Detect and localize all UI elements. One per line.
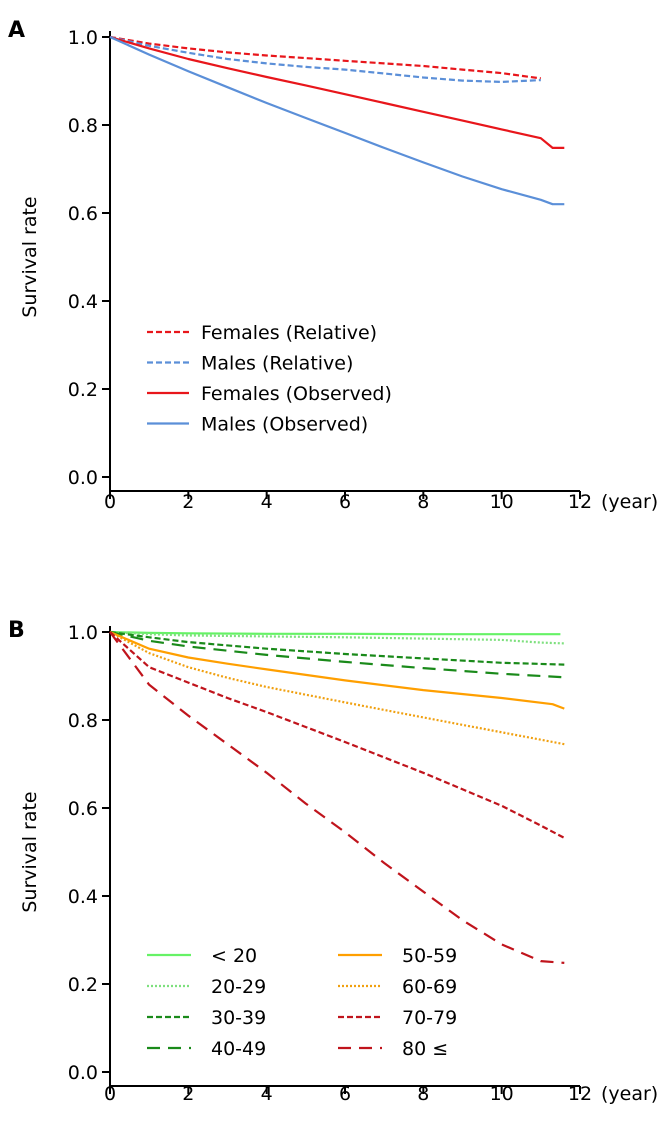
legend-label: 30-39 [211,1007,266,1029]
panel-a: A 0.0 0.2 0.4 0.6 0.8 1.0 0 2 4 6 8 10 12 (year) Survi… [8,18,658,513]
x-tick-label: 2 [182,491,194,513]
y-tick-label: 0.4 [68,291,98,313]
panel-letter: A [8,18,25,43]
panel-b: B 0.0 0.2 0.4 0.6 0.8 1.0 0 2 4 6 8 10 12 (year) Survi… [8,618,658,1105]
x-tick-label: 10 [490,491,514,513]
legend-label: Females (Observed) [201,383,392,405]
legend: Females (Relative) Males (Relative) Female… [147,322,392,436]
y-tick-label: 0.8 [68,115,98,137]
x-tick-label: 8 [417,1083,429,1105]
x-tick-label: 0 [104,491,116,513]
legend-label: < 20 [211,945,257,967]
y-tick-label: 1.0 [68,27,98,49]
series-line [109,630,565,645]
x-tick-label: 12 [568,1083,592,1105]
legend-label: 20-29 [211,976,266,998]
series-line [109,631,565,964]
panel-letter: B [8,618,25,643]
y-tick-label: 0.2 [68,974,98,996]
series-line [109,630,561,636]
x-tick-label: 12 [568,491,592,513]
legend-label: 80 ≤ [402,1038,448,1060]
x-unit-label: (year) [601,491,658,513]
x-unit-label: (year) [601,1083,658,1105]
x-tick-label: 10 [490,1083,514,1105]
legend-label: 60-69 [402,976,457,998]
legend-label: 40-49 [211,1038,266,1060]
series-line [109,631,565,839]
x-tick-label: 6 [339,1083,351,1105]
legend-label: Males (Observed) [201,414,368,436]
y-tick-label: 0.4 [68,886,98,908]
y-tick-label: 0.6 [68,798,98,820]
legend-label: Males (Relative) [201,353,353,375]
x-tick-label: 6 [339,491,351,513]
series-line [109,35,565,206]
legend: < 20 20-29 30-39 40-49 50-59 60-69 70-79 80 ≤ [147,945,457,1060]
legend-label: 50-59 [402,945,457,967]
y-axis-title: Survival rate [19,196,41,317]
y-tick-label: 0.2 [68,379,98,401]
x-tick-label: 4 [261,491,273,513]
y-tick-label: 1.0 [68,622,98,644]
y-tick-label: 0.8 [68,710,98,732]
legend-label: Females (Relative) [201,322,377,344]
series-line [109,35,565,149]
x-tick-label: 0 [104,1083,116,1105]
series-line [109,630,565,710]
series-line [109,35,541,84]
y-axis-title: Survival rate [19,791,41,912]
y-tick-label: 0.6 [68,203,98,225]
y-tick-label: 0.0 [68,467,98,489]
series-line [109,631,565,746]
legend-label: 70-79 [402,1007,457,1029]
series-line [109,35,541,80]
x-tick-label: 4 [261,1083,273,1105]
y-tick-label: 0.0 [68,1062,98,1084]
x-tick-label: 2 [182,1083,194,1105]
x-tick-label: 8 [417,491,429,513]
series-line [109,630,565,666]
series-line [109,630,565,679]
